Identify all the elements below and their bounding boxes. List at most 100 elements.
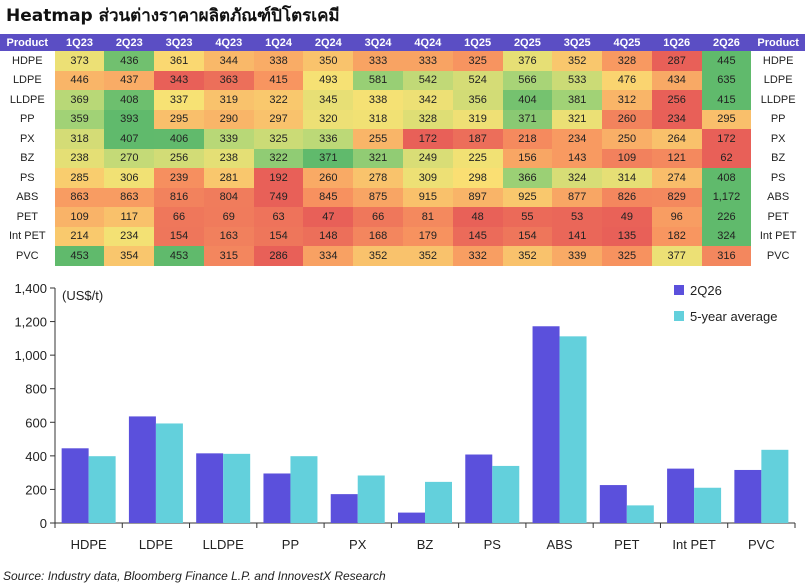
heatmap-row: Int PET 214 234 154 163 154 148 168 179 145 154 141… bbox=[0, 226, 805, 246]
heatmap-row: HDPE 373 436 361 344 338 350 333 333 325 376 352 328… bbox=[0, 51, 805, 71]
heatmap-cell: 826 bbox=[602, 187, 652, 207]
heatmap-cell: 287 bbox=[651, 51, 702, 71]
heatmap-cell: 366 bbox=[502, 168, 553, 188]
heatmap-cell: 581 bbox=[353, 70, 403, 90]
heatmap-cell: 863 bbox=[54, 187, 105, 207]
heatmap-cell: 352 bbox=[502, 246, 553, 266]
heatmap-cell: 325 bbox=[452, 51, 503, 71]
period-header: 1Q26 bbox=[651, 34, 702, 51]
heatmap-cell: 214 bbox=[54, 226, 105, 246]
heatmap-cell: 121 bbox=[651, 148, 702, 168]
heatmap-cell: 96 bbox=[651, 207, 702, 227]
heatmap-cell: 295 bbox=[701, 109, 752, 129]
y-tick-label: 1,400 bbox=[14, 281, 47, 296]
heatmap-cell: 373 bbox=[54, 51, 105, 71]
heatmap-cell: 749 bbox=[253, 187, 304, 207]
heatmap-cell: 446 bbox=[54, 70, 105, 90]
heatmap-cell: 334 bbox=[303, 246, 354, 266]
heatmap-cell: 318 bbox=[353, 109, 403, 129]
heatmap-cell: 804 bbox=[203, 187, 254, 207]
heatmap-cell: 343 bbox=[154, 70, 204, 90]
heatmap-cell: 316 bbox=[701, 246, 752, 266]
heatmap-cell: 333 bbox=[353, 51, 403, 71]
heatmap-cell: 274 bbox=[651, 168, 702, 188]
period-header: 3Q23 bbox=[154, 34, 204, 51]
bar-5-year-average bbox=[626, 505, 654, 523]
heatmap-cell: 234 bbox=[552, 129, 603, 149]
heatmap-row: BZ 238 270 256 238 322 371 321 249 225 156 143 109 12… bbox=[0, 148, 805, 168]
row-product-label: PP bbox=[751, 109, 805, 129]
heatmap-cell: 239 bbox=[154, 168, 204, 188]
row-product-label: PS bbox=[751, 168, 805, 188]
heatmap-cell: 278 bbox=[353, 168, 403, 188]
legend-swatch bbox=[674, 285, 684, 295]
heatmap-cell: 297 bbox=[253, 109, 304, 129]
period-header: 2Q24 bbox=[303, 34, 354, 51]
page-title: Heatmap ส่วนต่างราคาผลิตภัณฑ์ปิโตรเคมี bbox=[6, 6, 340, 26]
x-tick-label: PP bbox=[282, 537, 299, 552]
heatmap-row: ABS 863 863 816 804 749 845 875 915 897 925 877 826 8… bbox=[0, 187, 805, 207]
bar-2q26 bbox=[465, 454, 493, 523]
heatmap-cell: 363 bbox=[203, 70, 254, 90]
heatmap-cell: 415 bbox=[253, 70, 304, 90]
row-product-label: BZ bbox=[751, 148, 805, 168]
heatmap-cell: 148 bbox=[303, 226, 354, 246]
heatmap-cell: 295 bbox=[154, 109, 204, 129]
heatmap-row: PS 285 306 239 281 192 260 278 309 298 366 324 314 27… bbox=[0, 168, 805, 188]
heatmap-cell: 338 bbox=[253, 51, 304, 71]
row-product-label: PVC bbox=[0, 246, 55, 266]
row-product-label: LDPE bbox=[751, 70, 805, 90]
x-tick-label: BZ bbox=[417, 537, 434, 552]
period-header: 4Q24 bbox=[402, 34, 453, 51]
y-axis-unit-label: (US$/t) bbox=[62, 288, 103, 303]
heatmap-cell: 445 bbox=[701, 51, 752, 71]
heatmap-cell: 337 bbox=[154, 90, 204, 110]
heatmap-cell: 298 bbox=[452, 168, 503, 188]
heatmap-cell: 321 bbox=[353, 148, 403, 168]
heatmap-cell: 542 bbox=[402, 70, 453, 90]
heatmap-cell: 306 bbox=[104, 168, 155, 188]
row-product-label: Int PET bbox=[751, 226, 805, 246]
source-note: Source: Industry data, Bloomberg Finance… bbox=[3, 569, 386, 583]
heatmap-cell: 381 bbox=[552, 90, 603, 110]
heatmap-row: PX 318 407 406 339 325 336 255 172 187 218 234 250 26… bbox=[0, 129, 805, 149]
period-header: 2Q25 bbox=[502, 34, 553, 51]
bar-2q26 bbox=[196, 453, 224, 523]
bar-2q26 bbox=[263, 473, 291, 523]
heatmap-cell: 225 bbox=[452, 148, 503, 168]
heatmap-cell: 182 bbox=[651, 226, 702, 246]
heatmap-cell: 361 bbox=[154, 51, 204, 71]
row-product-label: HDPE bbox=[0, 51, 55, 71]
heatmap-cell: 66 bbox=[154, 207, 204, 227]
y-tick-label: 200 bbox=[25, 482, 47, 497]
y-tick-label: 1,200 bbox=[14, 315, 47, 330]
heatmap-cell: 371 bbox=[303, 148, 354, 168]
heatmap-cell: 344 bbox=[203, 51, 254, 71]
heatmap-cell: 393 bbox=[104, 109, 155, 129]
heatmap-cell: 339 bbox=[552, 246, 603, 266]
heatmap-cell: 342 bbox=[402, 90, 453, 110]
heatmap-cell: 218 bbox=[502, 129, 553, 149]
x-tick-label: LDPE bbox=[139, 537, 173, 552]
row-product-label: ABS bbox=[0, 187, 55, 207]
heatmap-cell: 154 bbox=[154, 226, 204, 246]
period-header: 3Q24 bbox=[353, 34, 403, 51]
period-header: 2Q23 bbox=[104, 34, 155, 51]
heatmap-cell: 309 bbox=[402, 168, 453, 188]
heatmap-cell: 66 bbox=[353, 207, 403, 227]
bar-5-year-average bbox=[694, 487, 722, 523]
heatmap-cell: 62 bbox=[701, 148, 752, 168]
heatmap-cell: 48 bbox=[452, 207, 503, 227]
period-header: 1Q24 bbox=[253, 34, 304, 51]
heatmap-cell: 345 bbox=[303, 90, 354, 110]
row-product-label: PVC bbox=[751, 246, 805, 266]
heatmap-cell: 319 bbox=[452, 109, 503, 129]
bar-5-year-average bbox=[492, 465, 520, 523]
x-tick-label: LLDPE bbox=[203, 537, 245, 552]
heatmap-cell: 256 bbox=[651, 90, 702, 110]
heatmap-cell: 436 bbox=[104, 51, 155, 71]
bar-2q26 bbox=[667, 468, 695, 523]
period-header: 3Q25 bbox=[552, 34, 603, 51]
bar-5-year-average bbox=[357, 475, 385, 523]
heatmap-cell: 369 bbox=[54, 90, 105, 110]
